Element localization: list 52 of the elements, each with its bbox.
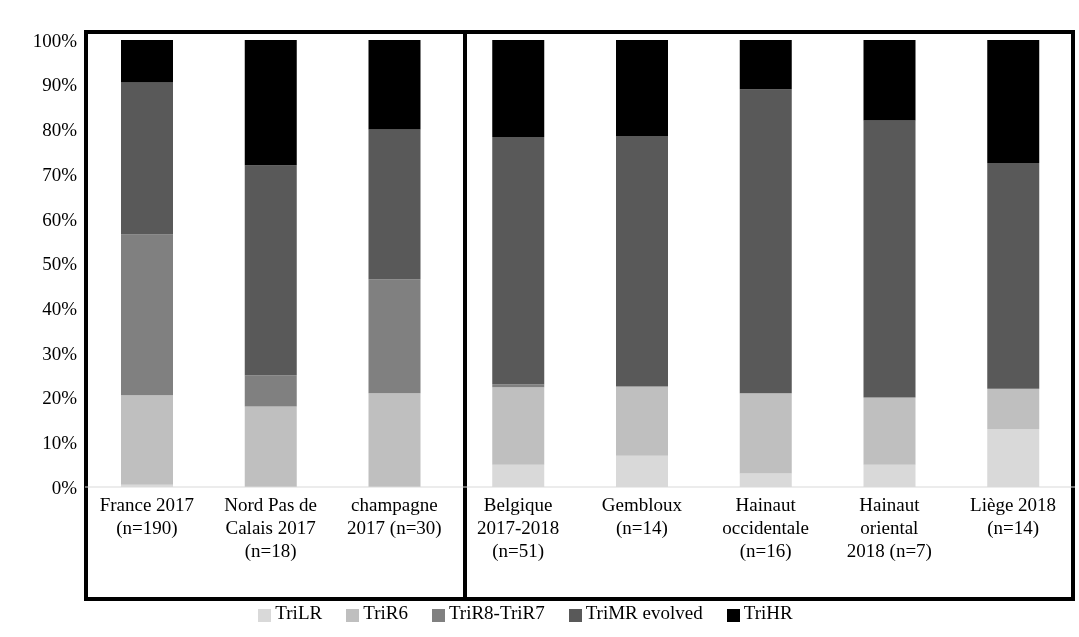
- bar: [121, 395, 173, 485]
- bar: [987, 40, 1040, 163]
- bar: [739, 393, 792, 474]
- bar: [368, 279, 421, 394]
- bar: [863, 397, 916, 465]
- y-tick-label: 100%: [32, 29, 78, 51]
- x-tick-label: champagne 2017 (n=30): [347, 494, 442, 539]
- y-tick-label: 50%: [42, 253, 78, 275]
- bar: [616, 40, 668, 137]
- y-tick-label: 0%: [51, 476, 78, 498]
- y-tick-label: 40%: [42, 297, 78, 319]
- bar: [244, 165, 297, 376]
- bar: [121, 40, 173, 83]
- bar: [121, 82, 173, 235]
- bar: [368, 129, 421, 280]
- x-tick-label: Liège 2018 (n=14): [970, 494, 1057, 539]
- bar: [244, 375, 297, 407]
- y-tick-label: 90%: [42, 74, 78, 96]
- y-tick-label: 10%: [42, 432, 78, 454]
- bar: [863, 120, 916, 398]
- x-tick-label: Nord Pas de Calais 2017 (n=18): [224, 494, 318, 562]
- bar: [492, 137, 545, 385]
- x-tick-label: Belgique 2017-2018 (n=51): [476, 494, 560, 562]
- legend-label: TriR8-TriR7: [448, 602, 545, 623]
- bar: [492, 384, 545, 388]
- legend-label: TriHR: [743, 602, 793, 623]
- x-tick-label: Hainaut occidentale (n=16): [722, 494, 809, 562]
- y-tick-label: 30%: [42, 342, 78, 364]
- bar: [987, 162, 1040, 389]
- bar: [492, 387, 545, 465]
- bar: [987, 388, 1040, 429]
- x-tick-label: France 2017 (n=190): [99, 494, 195, 539]
- bar: [616, 386, 668, 456]
- bar: [739, 89, 792, 394]
- bar: [739, 40, 792, 90]
- x-tick-label: Gembloux (n=14): [601, 494, 683, 539]
- bar: [368, 393, 421, 487]
- y-tick-label: 20%: [42, 387, 78, 409]
- x-tick-label: Hainaut oriental 2018 (n=7): [846, 494, 932, 562]
- y-tick-label: 70%: [42, 163, 78, 185]
- legend-label: TriMR evolved: [585, 602, 703, 623]
- bar: [244, 406, 297, 487]
- bar: [244, 40, 297, 166]
- legend-label: TriR6: [363, 602, 408, 623]
- bar: [368, 40, 421, 130]
- legend-label: TriLR: [275, 602, 323, 623]
- bar: [616, 136, 668, 387]
- bar: [121, 234, 173, 396]
- y-tick-label: 80%: [42, 119, 78, 141]
- y-tick-label: 60%: [42, 208, 78, 230]
- bar: [863, 40, 916, 121]
- bar: [492, 40, 545, 137]
